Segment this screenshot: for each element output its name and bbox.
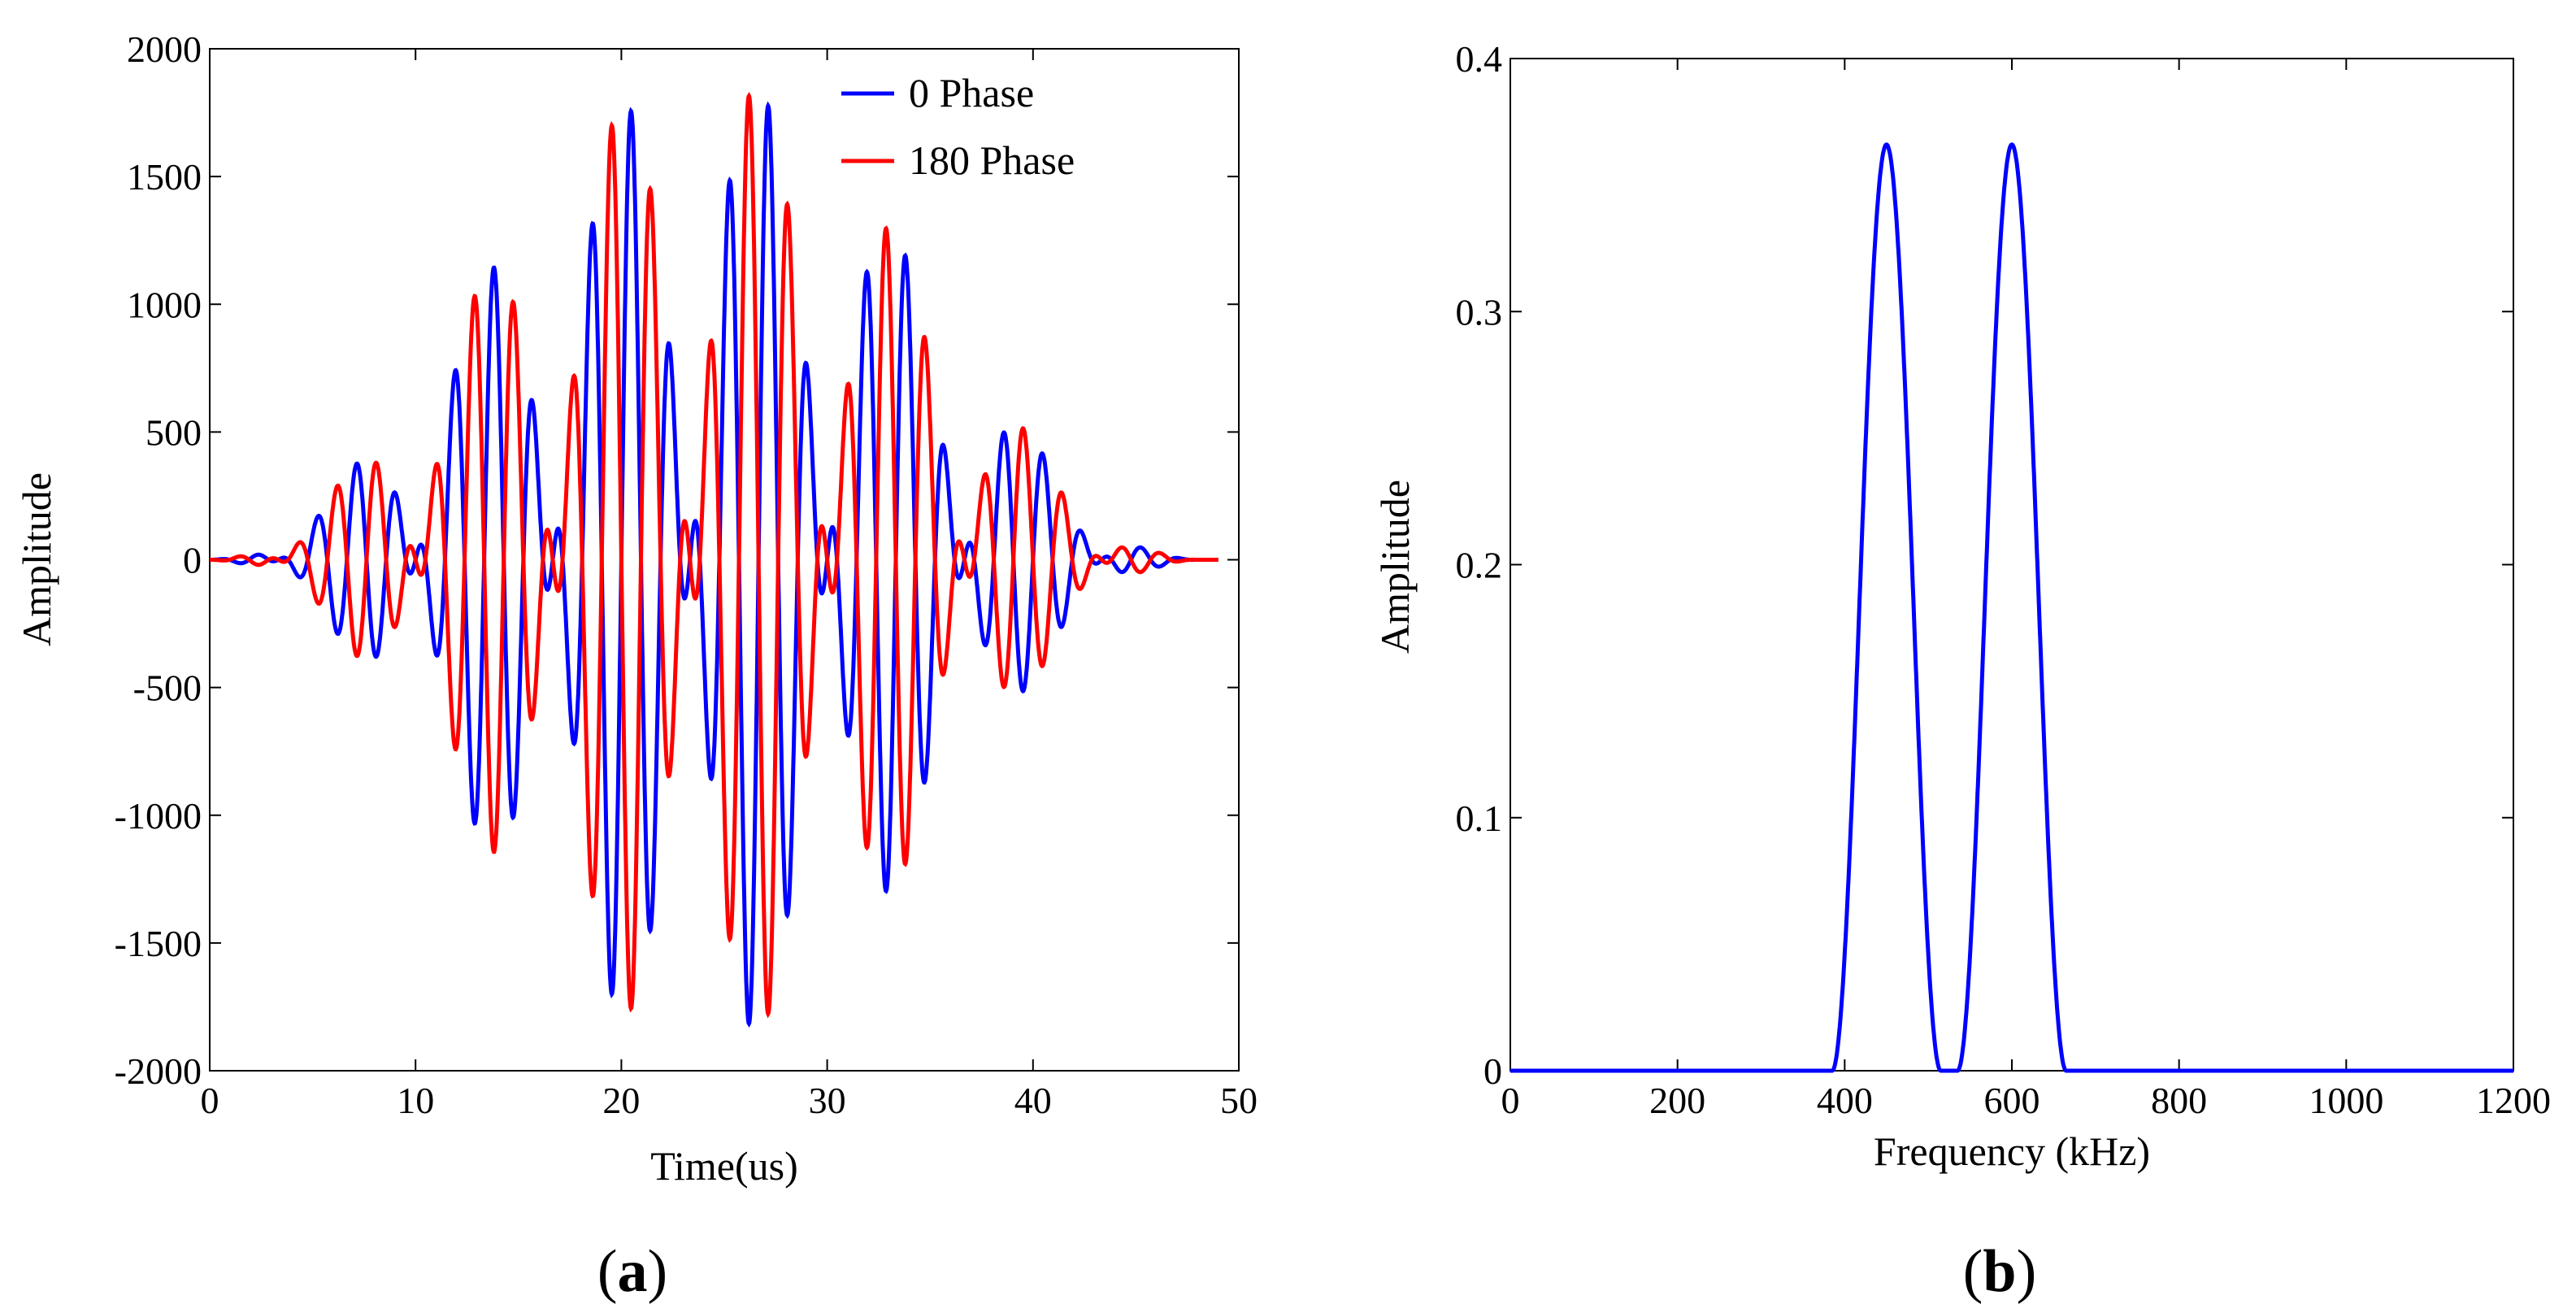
legend-label-180-phase: 180 Phase	[909, 137, 1075, 183]
x-axis-label-b: Frequency (kHz)	[1874, 1128, 2150, 1174]
y-tick-label: 500	[146, 411, 202, 453]
x-tick-label: 10	[397, 1080, 434, 1121]
x-tick-label: 600	[1984, 1080, 2040, 1121]
y-tick-label: 2000	[127, 28, 202, 70]
x-axis-label-a: Time(us)	[650, 1143, 798, 1189]
legend-a: 0 Phase 180 Phase	[841, 70, 1075, 183]
x-tick-label: 800	[2151, 1080, 2207, 1121]
y-axis-label-a: Amplitude	[14, 472, 59, 646]
y-tick-label: 0.2	[1456, 545, 1503, 586]
x-tick-label: 1200	[2476, 1080, 2551, 1121]
y-axis-ticks-a: -2000 -1500 -1000 -500 0 500 1000 1500 2000	[115, 28, 1239, 1092]
panel-b-chart: 0 200 400 600 800 1000 1200 0 0.1 0.2 0.3 0.4 Freq…	[1372, 38, 2551, 1305]
x-tick-label: 0	[1501, 1080, 1520, 1121]
y-tick-label: 0.1	[1456, 798, 1503, 839]
y-tick-label: 0.4	[1456, 38, 1503, 80]
x-axis-ticks-b: 0 200 400 600 800 1000 1200	[1501, 59, 2551, 1121]
x-tick-label: 50	[1220, 1080, 1258, 1121]
x-tick-label: 1000	[2309, 1080, 2383, 1121]
plot-area-a	[209, 48, 1240, 1072]
x-tick-label: 200	[1649, 1080, 1705, 1121]
y-axis-label-b: Amplitude	[1372, 480, 1418, 654]
x-tick-label: 20	[602, 1080, 640, 1121]
x-tick-label: 40	[1014, 1080, 1052, 1121]
y-tick-label: -2000	[115, 1050, 202, 1092]
y-tick-label: -1000	[115, 795, 202, 837]
series-lines-b	[1510, 142, 2513, 1073]
x-tick-label: 30	[809, 1080, 846, 1121]
panel-label-b: (b)	[1963, 1238, 2036, 1305]
x-tick-label: 0	[201, 1080, 219, 1121]
legend-label-0-phase: 0 Phase	[909, 70, 1034, 115]
y-tick-label: 0	[1483, 1050, 1502, 1092]
y-tick-label: -1500	[115, 923, 202, 964]
series-line-spectrum	[1510, 142, 2513, 1073]
y-tick-label: 1500	[127, 156, 202, 198]
plot-area-b	[1510, 58, 2514, 1072]
y-tick-label: 1000	[127, 284, 202, 325]
x-tick-label: 400	[1817, 1080, 1873, 1121]
y-tick-label: -500	[133, 667, 202, 709]
y-axis-ticks-b: 0 0.1 0.2 0.3 0.4	[1456, 38, 2513, 1092]
y-tick-label: 0.3	[1456, 291, 1503, 333]
series-line-0-phase	[210, 101, 1218, 1028]
series-line-180-phase	[210, 91, 1218, 1019]
series-lines-a	[210, 91, 1218, 1028]
y-tick-label: 0	[183, 540, 202, 581]
panel-label-a: (a)	[597, 1238, 667, 1305]
x-axis-ticks-a: 0 10 20 30 40 50	[201, 49, 1258, 1121]
panel-a-chart: 0 10 20 30 40 50 -2000 -1500 -1000 -500 0 500 1000 1…	[14, 28, 1258, 1305]
